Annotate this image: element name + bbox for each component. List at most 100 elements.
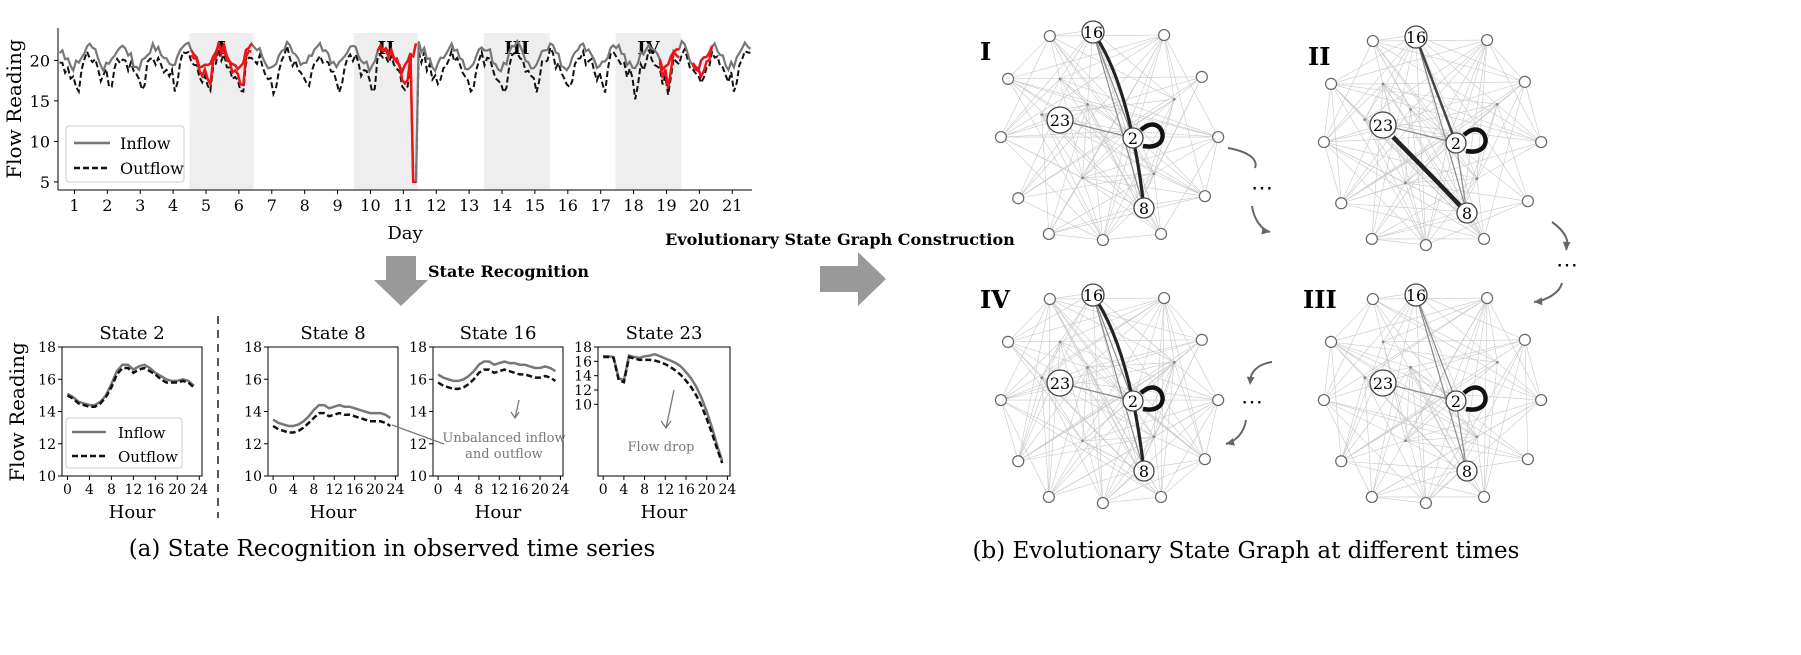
edge [1372,40,1542,143]
edge [1372,39,1488,42]
arrowhead [1226,438,1235,446]
graph-node-small [1381,82,1385,86]
edge [1341,440,1406,462]
x-tick-label: 0 [599,482,608,498]
edge [1415,36,1468,214]
ellipsis-2: ⋯ [1556,253,1578,278]
state-graph-III: 16 23 2 8 III [1303,283,1548,510]
x-tick-label: 24 [552,482,570,498]
edge [1405,178,1477,184]
graph-node-label: 2 [1451,134,1461,153]
edge [1048,393,1127,498]
series-inflow-line [437,360,557,383]
x-tick-label: 16 [558,196,578,215]
graph-node-label: 16 [1083,286,1103,305]
edge [1372,298,1384,342]
legend: Inflow Outflow [65,125,185,183]
edge [1087,297,1165,368]
edge [1087,104,1219,138]
annotation-pointer [391,424,445,445]
edge [1092,292,1104,504]
edge [1405,182,1462,212]
graph-node-label: 16 [1083,23,1103,42]
annotation-arrow [510,399,520,420]
self-loop [1462,127,1488,154]
graph-label-III: III [1303,285,1337,314]
state-graph-II: 16 23 2 8 II [1308,25,1548,252]
edge [1000,78,1061,138]
edge [1163,297,1203,341]
x-tick-label: 4 [619,482,628,498]
ellipsis-3: ⋯ [1241,390,1263,415]
graph-node-labeled [1456,460,1478,482]
graph-node [1043,29,1056,43]
edge [1160,136,1219,235]
edge [1059,78,1127,132]
x-tick-label: 21 [722,196,742,215]
graph-node-small [1081,176,1084,180]
graph-node-label: 23 [1050,111,1070,130]
edge [1000,29,1093,138]
annotation-unbalanced-line2: and outflow [465,447,543,462]
y-tick-label: 10 [409,469,427,485]
edge [1331,341,1498,363]
graph-node [1535,393,1548,407]
edge [1041,297,1165,378]
y-tick-label: 20 [30,51,50,70]
edge [1383,81,1525,85]
edge [1018,34,1165,199]
edge [1000,297,1165,401]
graph-node-small [1404,181,1407,185]
edge [1405,436,1477,442]
x-axis-label: Hour [475,502,522,523]
edge [1425,399,1542,504]
edge [1405,109,1411,183]
anomaly-inflow-2 [658,47,680,72]
edge [1048,177,1083,235]
edge [1018,99,1175,199]
legend-outflow-label: Outflow [120,159,184,178]
edge [1382,83,1462,212]
edge [1371,238,1426,246]
edge [1059,78,1219,138]
edge [1461,39,1488,212]
annotation-flow-drop: Flow drop [628,440,695,455]
edge [1048,469,1139,498]
edge [1102,458,1206,504]
y-tick-label: 16 [574,354,592,370]
graph-node [1335,455,1348,468]
edge [1323,141,1342,204]
edge [1330,83,1342,204]
series-outflow-line [272,411,392,434]
edge [1048,362,1175,498]
edge [1341,460,1462,470]
edge [1126,99,1175,132]
edge [1102,399,1219,504]
edge [1476,178,1485,239]
timeline-chart: I II III IV1 2 3 4 5 6 7 8 9 10 11 12 13 14 15 16 17 18 19 20 2… [2,28,752,244]
graph-node [1154,490,1168,504]
graph-node [1096,233,1110,247]
edge [1323,399,1528,460]
graph-label-II: II [1308,42,1330,71]
graph-node [1198,190,1212,203]
edge [1372,298,1478,437]
graph-node-labeled [1133,460,1155,482]
edge [1483,81,1526,240]
edge [1486,39,1526,83]
edge [1461,104,1498,212]
edge [1153,436,1206,460]
edge [1059,341,1139,470]
graph-node-label: 8 [1139,199,1149,218]
y-tick-label: 12 [38,437,56,453]
edge [1382,341,1427,504]
graph-node [1198,453,1212,466]
edge [1007,292,1093,343]
chart-title: State 2 [99,323,164,344]
strong-edge [1091,294,1146,472]
edge [1371,469,1462,498]
edge [1461,81,1526,212]
edge [1174,362,1206,460]
edge [1330,83,1427,246]
